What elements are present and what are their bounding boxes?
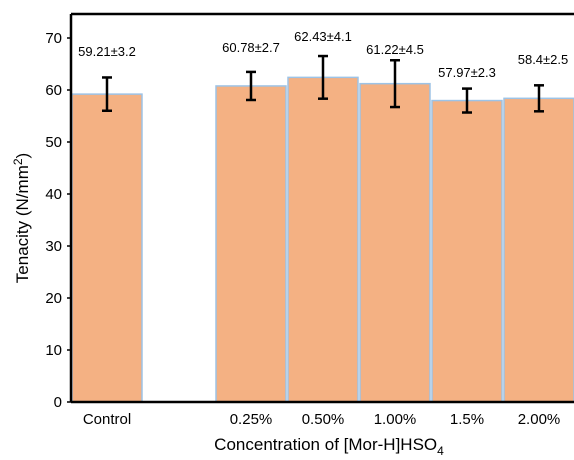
y-tick-label: 60 [45, 82, 62, 99]
error-bar [462, 87, 472, 114]
data-label: 59.21±3.2 [78, 44, 136, 59]
x-tick-label: Control [83, 411, 131, 428]
axes-group [67, 12, 574, 404]
data-label: 60.78±2.7 [222, 40, 280, 55]
data-label: 58.4±2.5 [518, 52, 569, 67]
error-bars-group [102, 54, 544, 114]
y-axis-title: Tenacity (N/mm2) [11, 153, 32, 283]
x-tick-label: 0.50% [302, 411, 345, 428]
data-labels-group: 59.21±3.2 60.78±2.7 62.43±4.1 61.22±4.5 57.9… [78, 29, 568, 80]
data-label: 57.97±2.3 [438, 65, 496, 80]
data-label: 61.22±4.5 [366, 42, 424, 57]
x-axis-title: Concentration of [Mor-H]HSO4 [214, 435, 444, 455]
bar-1-00- [359, 82, 431, 403]
bar-0-25- [215, 85, 287, 403]
bars-group [71, 76, 574, 403]
bar-0-50- [287, 76, 359, 403]
error-bar [534, 84, 544, 113]
error-bar [390, 59, 400, 109]
y-tick-label: 50 [45, 134, 62, 151]
data-label: 62.43±4.1 [294, 29, 352, 44]
y-tick-label: 20 [45, 290, 62, 307]
error-bar [318, 54, 328, 100]
tick-labels-group: Control 0.25% 0.50% 1.00% 1.5% 2.00% 0 10 20 30 40… [45, 30, 560, 428]
bar-2-00- [503, 97, 574, 403]
y-tick-label: 30 [45, 238, 62, 255]
y-tick-label: 10 [45, 342, 62, 359]
y-tick-label: 40 [45, 186, 62, 203]
bar-control [71, 93, 143, 403]
y-tick-label: 0 [54, 394, 62, 411]
x-tick-label: 0.25% [230, 411, 273, 428]
bar-1-5- [431, 99, 503, 403]
error-bar [102, 76, 112, 112]
error-bar [246, 70, 256, 102]
x-tick-label: 1.5% [450, 411, 484, 428]
x-tick-label: 2.00% [518, 411, 561, 428]
x-tick-label: 1.00% [374, 411, 417, 428]
y-tick-label: 70 [45, 30, 62, 47]
